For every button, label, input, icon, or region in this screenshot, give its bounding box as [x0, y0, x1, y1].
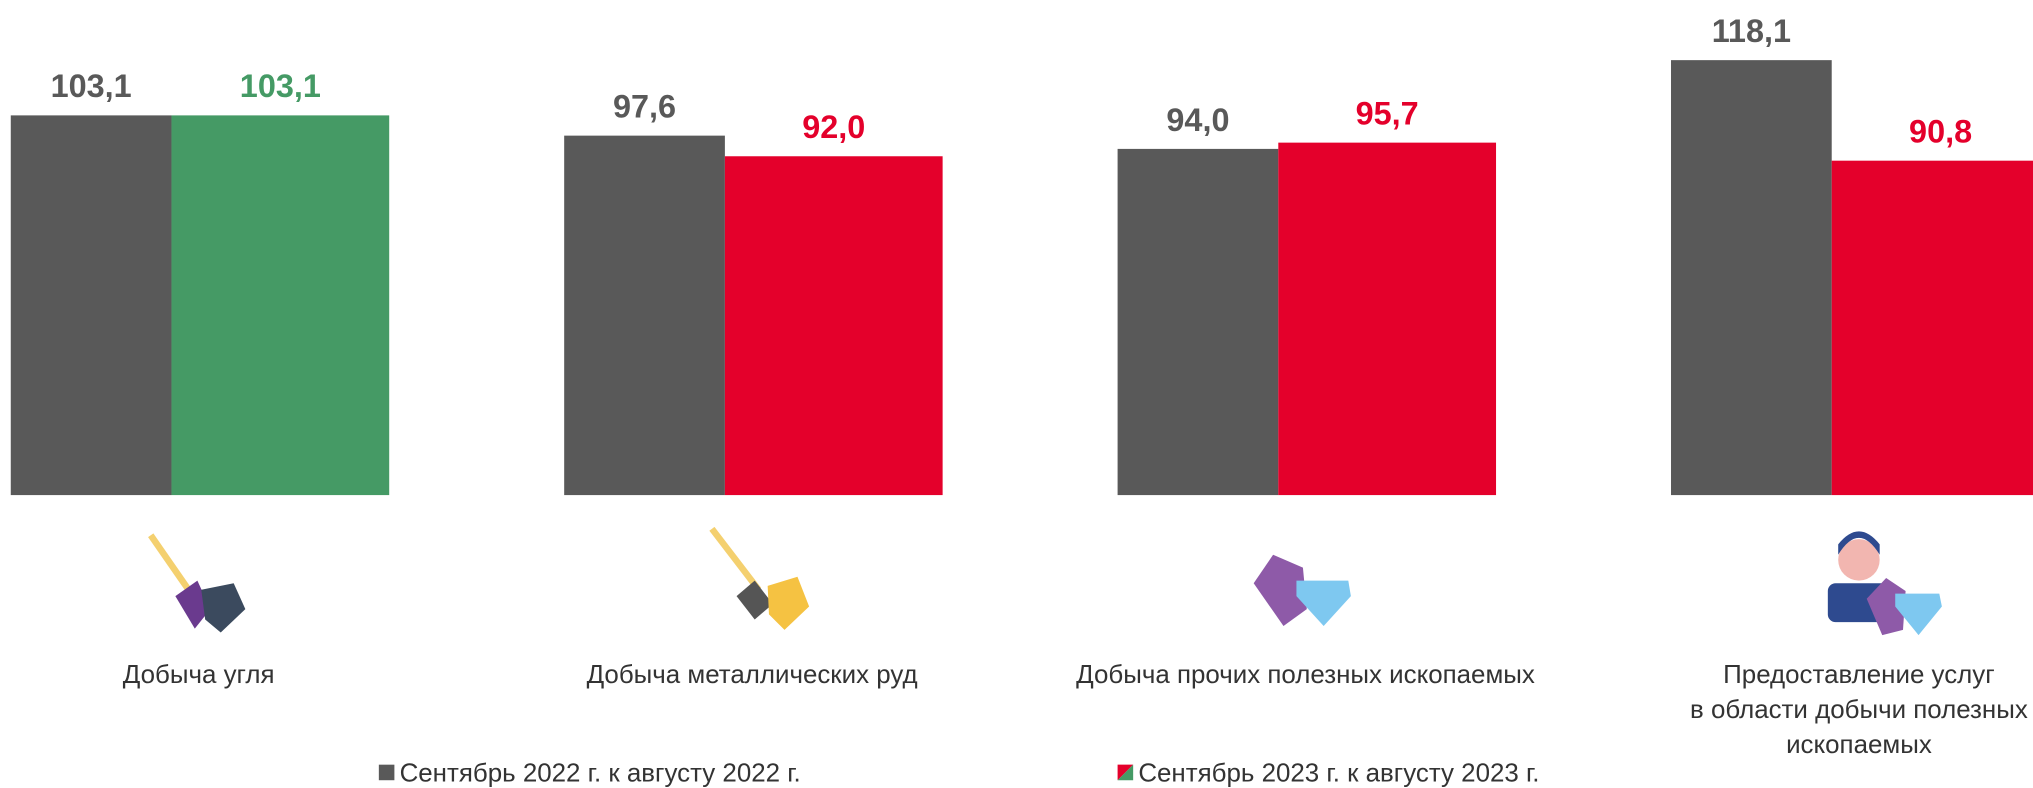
bar	[1831, 160, 2033, 496]
icon-ore	[709, 526, 810, 630]
category-label: Предоставление услуг	[1723, 661, 1995, 689]
value-label: 90,8	[1909, 114, 1972, 150]
bar	[1671, 60, 1832, 496]
legend-swatch	[1117, 764, 1134, 781]
icon-services	[1827, 531, 1942, 636]
value-label: 97,6	[613, 88, 676, 124]
category-label: Добыча угля	[123, 661, 275, 689]
icon-minerals	[1253, 554, 1351, 626]
bar	[1117, 148, 1279, 496]
icon-coal	[148, 533, 246, 633]
legend-label: Сентябрь 2023 г. к августу 2023 г.	[1138, 760, 1539, 788]
category-label: Добыча прочих полезных ископаемых	[1076, 661, 1535, 689]
bar	[564, 135, 725, 496]
value-label: 118,1	[1712, 13, 1791, 49]
value-label: 94,0	[1166, 102, 1229, 138]
value-label: 103,1	[51, 68, 132, 104]
value-label: 95,7	[1356, 95, 1419, 131]
legend-label: Сентябрь 2022 г. к августу 2022 г.	[400, 760, 801, 788]
bar	[10, 115, 172, 496]
value-label: 92,0	[802, 109, 865, 145]
bar	[724, 156, 943, 496]
value-label: 103,1	[240, 68, 321, 104]
category-label: Добыча металлических руд	[587, 661, 918, 689]
legend-swatch	[378, 764, 395, 781]
legend-swatch	[1117, 764, 1134, 781]
category-label: в области добычи полезных	[1690, 696, 2028, 724]
bar	[1278, 142, 1497, 496]
bar	[171, 115, 390, 496]
category-label: ископаемых	[1786, 731, 1932, 759]
